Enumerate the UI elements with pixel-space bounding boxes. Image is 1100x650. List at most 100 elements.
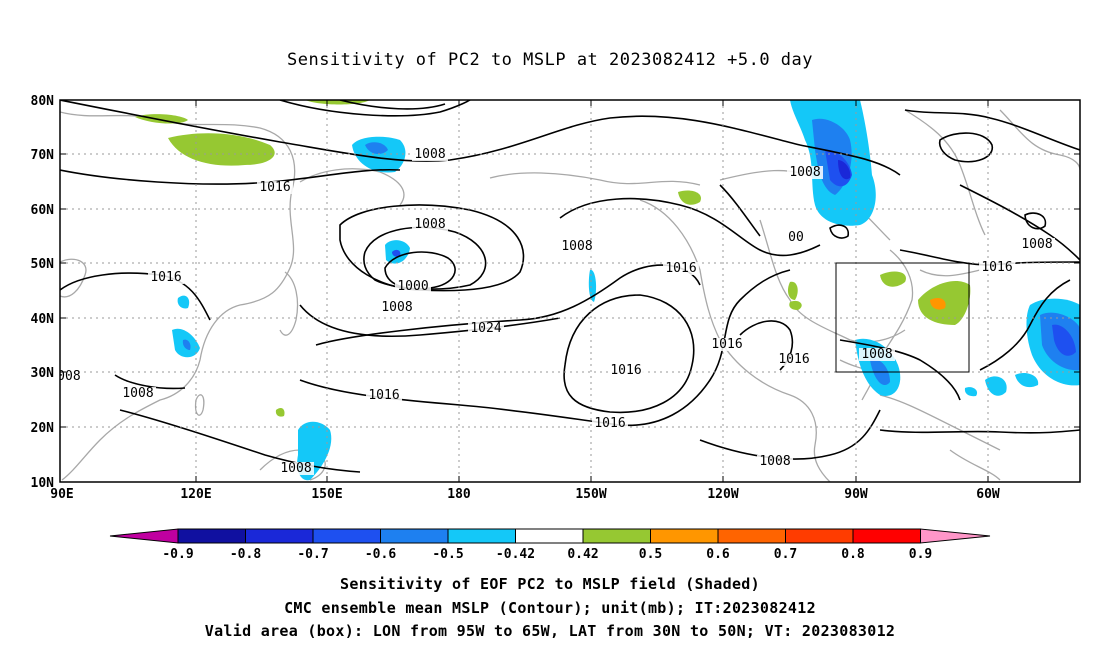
- colorbar-segment: [515, 528, 584, 544]
- contour-label-bg: [592, 417, 628, 430]
- colorbar-tick-label: -0.6: [365, 547, 396, 562]
- colorbar-segment: [717, 528, 786, 544]
- lat-label: 60N: [31, 203, 55, 218]
- colorbar-segment: [312, 528, 381, 544]
- colorbar-segment: [447, 528, 516, 544]
- contour-label-bg: [60, 370, 83, 383]
- contour-label: 1016: [610, 363, 641, 378]
- contour-labels: 1008 1016 1008 1008 1000 1008 1008 1016 1024 1016…: [60, 147, 1055, 476]
- colorbar-tick-label: 0.5: [639, 547, 662, 562]
- contour-label-bg: [257, 181, 293, 194]
- colorbar-segment: [177, 528, 246, 544]
- axis-ticks: [60, 100, 1080, 482]
- lon-label: 180: [447, 487, 471, 502]
- colorbar-segment: [245, 528, 314, 544]
- caption-line-2: CMC ensemble mean MSLP (Contour); unit(m…: [284, 599, 816, 617]
- colorbar-tick-label: 0.9: [909, 547, 932, 562]
- contour-label-bg: [412, 218, 448, 231]
- contour-label-bg: [1019, 238, 1055, 251]
- contour-label-bg: [859, 348, 895, 361]
- lat-label: 10N: [31, 476, 55, 491]
- contour-label: 1008: [1021, 237, 1052, 252]
- lat-label: 40N: [31, 312, 55, 327]
- contour-label-bg: [757, 455, 793, 468]
- colorbar-right-arrow: [920, 528, 991, 544]
- contour-label: 1016: [594, 416, 625, 431]
- contour-label-bg: [379, 301, 415, 314]
- colorbar-tick-label: 0.42: [567, 547, 598, 562]
- contour-label: 1008: [280, 461, 311, 476]
- colorbar-tick-label: -0.9: [162, 547, 193, 562]
- contour-label-bg: [366, 389, 402, 402]
- colorbar-tick-label: -0.5: [432, 547, 463, 562]
- lon-label: 60W: [976, 487, 1000, 502]
- contour-label: 1016: [981, 260, 1012, 275]
- colorbar-tick-label: -0.8: [230, 547, 261, 562]
- colorbar-tick-label: -0.42: [496, 547, 535, 562]
- lon-label: 150E: [311, 487, 342, 502]
- contour-label-bg: [786, 231, 806, 244]
- colorbar-segment: [852, 528, 921, 544]
- contour-label-bg: [776, 353, 812, 366]
- contour-label: 1016: [368, 388, 399, 403]
- contour-label: 1016: [711, 337, 742, 352]
- lat-label: 30N: [31, 366, 55, 381]
- contour-label: 1008: [561, 239, 592, 254]
- lon-label: 90W: [844, 487, 868, 502]
- contour-label: 1008: [122, 386, 153, 401]
- contour-label: 1016: [665, 261, 696, 276]
- contour-label-bg: [608, 364, 644, 377]
- lon-label: 150W: [575, 487, 606, 502]
- lon-label: 120W: [707, 487, 738, 502]
- valid-area-box: [835, 262, 970, 373]
- lon-label: 120E: [180, 487, 211, 502]
- contour-label-bg: [979, 261, 1015, 274]
- contour-label: 1008: [789, 165, 820, 180]
- contour-label: 1016: [150, 270, 181, 285]
- contour-label-bg: [663, 262, 699, 275]
- colorbar-tick-label: 0.6: [706, 547, 730, 562]
- colorbar-left-arrow: [109, 528, 179, 544]
- lat-axis-labels: 80N 70N 60N 50N 40N 30N 20N 10N: [31, 94, 55, 491]
- contour-label: 00: [788, 230, 804, 245]
- contour-label-bg: [709, 338, 745, 351]
- colorbar-segment: [582, 528, 651, 544]
- lat-label: 20N: [31, 421, 55, 436]
- contour-label: 1008: [759, 454, 790, 469]
- caption-line-1: Sensitivity of EOF PC2 to MSLP field (Sh…: [340, 575, 760, 593]
- colorbar-segment: [380, 528, 449, 544]
- colorbar-segment: [785, 528, 854, 544]
- colorbar-tick-label: -0.7: [297, 547, 328, 562]
- contour-label-bg: [412, 148, 448, 161]
- contour-label: 1000: [397, 279, 428, 294]
- colorbar-tick-label: 0.7: [774, 547, 797, 562]
- coastlines: [60, 109, 1080, 482]
- colorbar-segment: [650, 528, 719, 544]
- contour-label-bg: [559, 240, 595, 253]
- lon-axis-labels: 90E 120E 150E 180 150W 120W 90W 60W: [50, 487, 1000, 502]
- caption-line-3: Valid area (box): LON from 95W to 65W, L…: [204, 622, 896, 640]
- lat-label: 50N: [31, 257, 55, 272]
- lat-label: 70N: [31, 148, 55, 163]
- colorbar: -0.9 -0.8 -0.7 -0.6 -0.5 -0.42 0.42 0.5 0.6 0.7 0.…: [109, 528, 991, 562]
- contour-label: 1008: [414, 147, 445, 162]
- contour-label: 1024: [470, 321, 501, 336]
- contour-label: 1016: [778, 352, 809, 367]
- contour-label: 1008: [414, 217, 445, 232]
- contour-label-bg: [278, 462, 314, 475]
- figure-title: Sensitivity of PC2 to MSLP at 2023082412…: [286, 50, 813, 70]
- colorbar-tick-label: 0.8: [841, 547, 865, 562]
- contour-label-bg: [787, 166, 823, 179]
- mslp-contours: [60, 100, 1080, 473]
- contour-label-bg: [148, 271, 184, 284]
- lat-label: 80N: [31, 94, 55, 109]
- lon-label: 90E: [50, 487, 73, 502]
- contour-label-bg: [395, 280, 431, 293]
- contour-label-bg: [120, 387, 156, 400]
- contour-label: 1008: [861, 347, 892, 362]
- contour-label: 1016: [259, 180, 290, 195]
- graticule: [60, 100, 1080, 482]
- map-frame: [59, 99, 1081, 483]
- contour-label: 1008: [381, 300, 412, 315]
